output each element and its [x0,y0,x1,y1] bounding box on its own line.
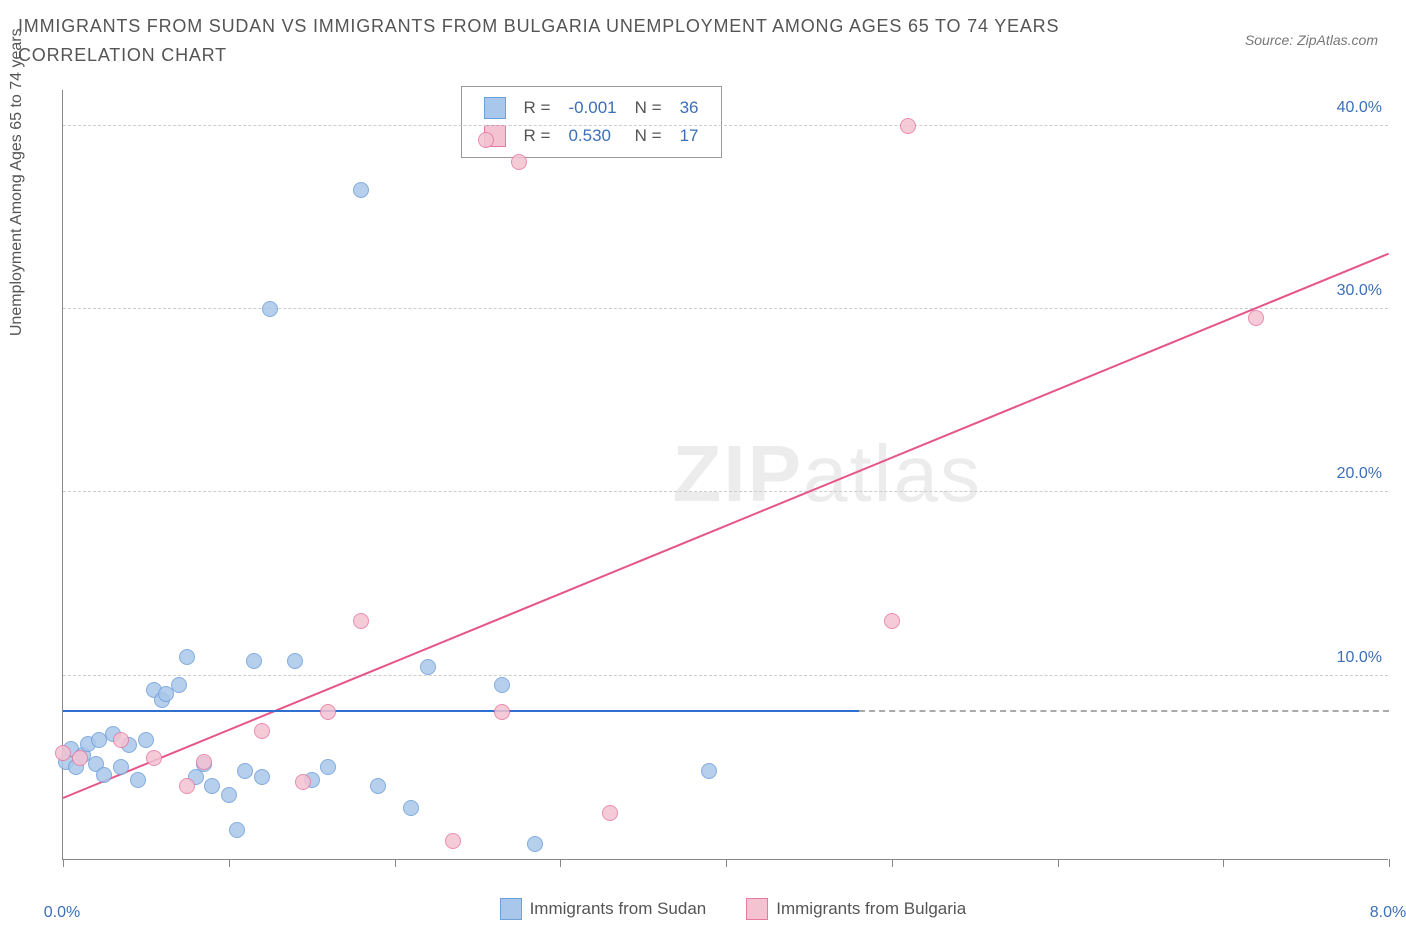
data-point-sudan [287,653,303,669]
x-tick [63,859,64,867]
y-tick-label: 30.0% [1337,282,1382,300]
data-point-sudan [701,763,717,779]
data-point-bulgaria [254,723,270,739]
data-point-bulgaria [72,750,88,766]
data-point-bulgaria [179,778,195,794]
x-tick-label: 0.0% [44,904,80,922]
scatter-plot: ZIPatlas R = -0.001 N = 36 R = 0.530 N =… [62,90,1388,860]
x-tick [726,859,727,867]
data-point-sudan [403,800,419,816]
data-point-sudan [246,653,262,669]
legend-label: Immigrants from Bulgaria [776,899,966,919]
gridline [63,491,1388,492]
y-tick-label: 40.0% [1337,99,1382,117]
data-point-sudan [494,677,510,693]
legend-label: Immigrants from Sudan [530,899,707,919]
data-point-bulgaria [900,118,916,134]
data-point-sudan [229,822,245,838]
data-point-sudan [221,787,237,803]
data-point-sudan [138,732,154,748]
data-point-sudan [370,778,386,794]
data-point-bulgaria [602,805,618,821]
x-tick [892,859,893,867]
data-point-sudan [237,763,253,779]
data-point-sudan [204,778,220,794]
data-point-bulgaria [320,704,336,720]
x-tick [395,859,396,867]
data-point-bulgaria [445,833,461,849]
chart-container: Unemployment Among Ages 65 to 74 years Z… [18,90,1388,890]
data-point-sudan [262,301,278,317]
swatch-bulgaria [746,898,768,920]
data-point-bulgaria [113,732,129,748]
stats-row-bulgaria: R = 0.530 N = 17 [476,123,707,149]
legend-item-bulgaria: Immigrants from Bulgaria [746,898,966,920]
x-tick [229,859,230,867]
data-point-bulgaria [146,750,162,766]
gridline [63,675,1388,676]
data-point-sudan [320,759,336,775]
data-point-sudan [113,759,129,775]
trend-line [63,710,859,712]
y-axis-label: Unemployment Among Ages 65 to 74 years [8,28,26,336]
data-point-bulgaria [295,774,311,790]
chart-title: IMMIGRANTS FROM SUDAN VS IMMIGRANTS FROM… [18,12,1168,70]
data-point-sudan [96,767,112,783]
data-point-sudan [353,182,369,198]
stats-legend: R = -0.001 N = 36 R = 0.530 N = 17 [461,86,722,158]
data-point-bulgaria [353,613,369,629]
watermark: ZIPatlas [673,428,982,520]
data-point-bulgaria [884,613,900,629]
y-tick-label: 10.0% [1337,649,1382,667]
x-tick [560,859,561,867]
data-point-bulgaria [494,704,510,720]
data-point-sudan [130,772,146,788]
data-point-bulgaria [511,154,527,170]
swatch-sudan [500,898,522,920]
legend-item-sudan: Immigrants from Sudan [500,898,707,920]
data-point-sudan [420,659,436,675]
data-point-bulgaria [196,754,212,770]
x-tick [1058,859,1059,867]
x-tick [1223,859,1224,867]
y-tick-label: 20.0% [1337,465,1382,483]
data-point-sudan [254,769,270,785]
data-point-bulgaria [55,745,71,761]
series-legend: Immigrants from Sudan Immigrants from Bu… [500,898,967,920]
swatch-sudan [484,97,506,119]
data-point-bulgaria [1248,310,1264,326]
data-point-sudan [527,836,543,852]
stats-row-sudan: R = -0.001 N = 36 [476,95,707,121]
data-point-sudan [171,677,187,693]
data-point-sudan [179,649,195,665]
x-tick [1389,859,1390,867]
trend-line-extension [859,710,1389,712]
x-tick-label: 8.0% [1370,904,1406,922]
data-point-bulgaria [478,132,494,148]
source-credit: Source: ZipAtlas.com [1245,32,1378,48]
trend-line [63,252,1390,798]
gridline [63,125,1388,126]
